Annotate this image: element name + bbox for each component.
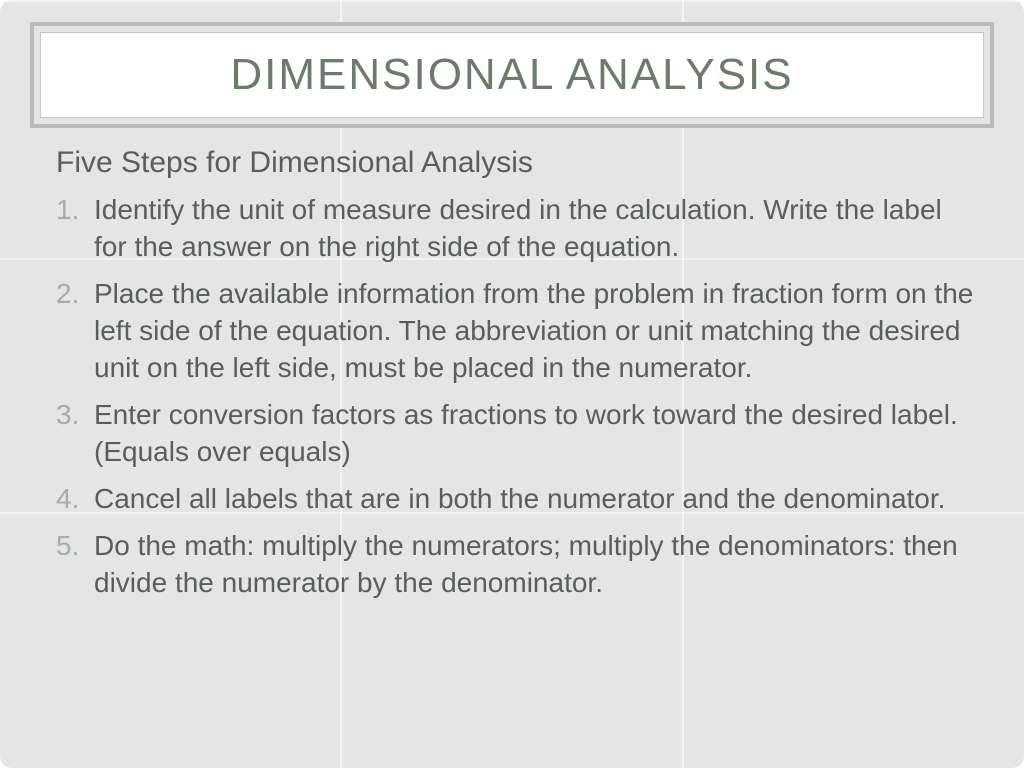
- list-item: Identify the unit of measure desired in …: [56, 192, 976, 266]
- content-area: Five Steps for Dimensional Analysis Iden…: [56, 146, 976, 612]
- subtitle: Five Steps for Dimensional Analysis: [56, 146, 976, 180]
- slide: DIMENSIONAL ANALYSIS Five Steps for Dime…: [0, 0, 1024, 768]
- list-item: Place the available information from the…: [56, 276, 976, 387]
- list-item: Do the math: multiply the numerators; mu…: [56, 528, 976, 602]
- gridline-horizontal: [0, 0, 1024, 2]
- title-frame: DIMENSIONAL ANALYSIS: [30, 22, 994, 128]
- title-inner: DIMENSIONAL ANALYSIS: [40, 32, 984, 118]
- list-item: Cancel all labels that are in both the n…: [56, 481, 976, 518]
- steps-list: Identify the unit of measure desired in …: [56, 192, 976, 602]
- list-item: Enter conversion factors as fractions to…: [56, 397, 976, 471]
- page-title: DIMENSIONAL ANALYSIS: [230, 50, 793, 100]
